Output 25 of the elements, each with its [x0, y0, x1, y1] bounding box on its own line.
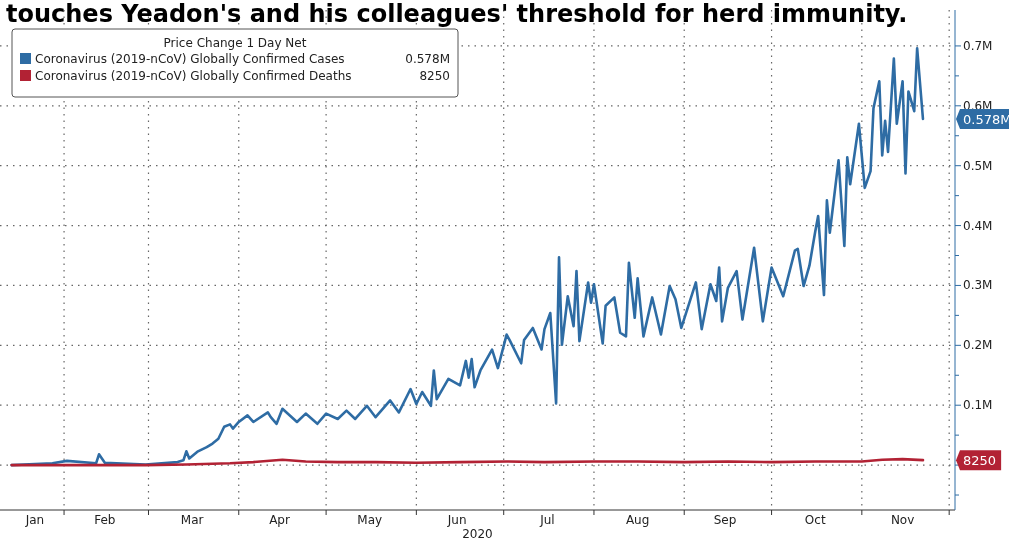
y-tick-label: 0.7M	[963, 38, 993, 53]
y-tick-label: 0.4M	[963, 218, 993, 233]
annotation: 8250	[419, 69, 450, 83]
text: 8250	[963, 453, 997, 469]
x-tick-label: Jul	[539, 513, 555, 527]
x-axis-title: 2020	[462, 527, 493, 539]
x-tick-label: Aug	[625, 513, 650, 527]
x-tick-label: Sep	[713, 513, 737, 527]
legend-label: Coronavirus (2019-nCoV) Globally Confirmed Cases	[35, 52, 345, 66]
x-tick-label: Oct	[804, 513, 826, 527]
annotation: 0.578M	[405, 52, 450, 66]
y-tick-label: 0.3M	[963, 278, 993, 293]
x-tick-label: Nov	[890, 513, 915, 527]
y-tick-label: 0.5M	[963, 158, 993, 173]
chart-title: touches Yeadon's and his colleagues' threshold for herd immunity.	[6, 0, 908, 28]
x-tick-label: Mar	[180, 513, 204, 527]
y-tick-label: 0.2M	[963, 338, 993, 353]
x-tick-label: Jun	[446, 513, 467, 527]
legend-label: Coronavirus (2019-nCoV) Globally Confirmed Deaths	[35, 69, 352, 83]
x-tick-label: Jan	[24, 513, 45, 527]
x-tick-label: Apr	[269, 513, 290, 527]
legend-title: Price Change 1 Day Net	[163, 36, 307, 50]
x-tick-label: Feb	[94, 513, 116, 527]
y-tick-label: 0.1M	[963, 398, 993, 413]
x-tick-label: May	[357, 513, 383, 527]
